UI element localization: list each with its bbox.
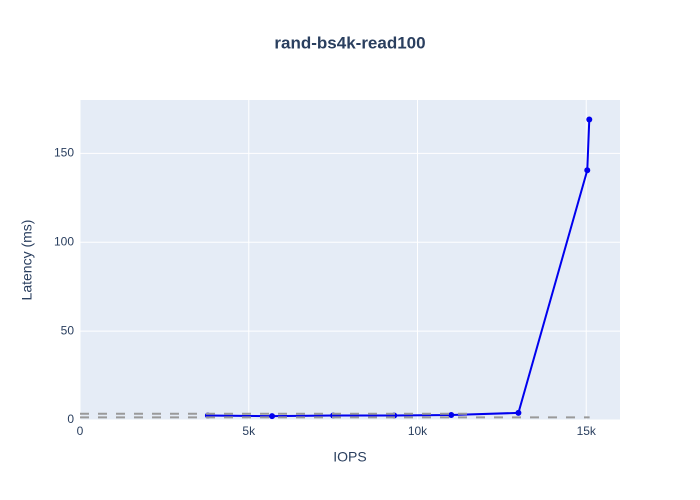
point: [586, 116, 593, 123]
y-axis-title: Latency (ms): [19, 220, 35, 301]
y-tick-label: 100: [54, 234, 74, 248]
y-tick-label: 150: [54, 146, 74, 160]
series-line: [207, 119, 591, 418]
x-tick-label: 0: [77, 424, 84, 438]
point: [584, 167, 591, 174]
plot-background: [80, 100, 620, 420]
y-tick-label: 50: [61, 323, 75, 337]
chart-title: rand-bs4k-read100: [274, 33, 425, 52]
x-axis-title: IOPS: [333, 449, 366, 465]
point: [269, 413, 276, 420]
point: [448, 412, 455, 419]
y-tick-label: 0: [67, 412, 74, 426]
grid: [79, 100, 620, 421]
x-tick-label: 5k: [242, 424, 256, 438]
x-tick-label: 10k: [408, 424, 428, 438]
point: [515, 409, 522, 416]
x-tick-label: 15k: [577, 424, 597, 438]
marks: [80, 116, 593, 420]
